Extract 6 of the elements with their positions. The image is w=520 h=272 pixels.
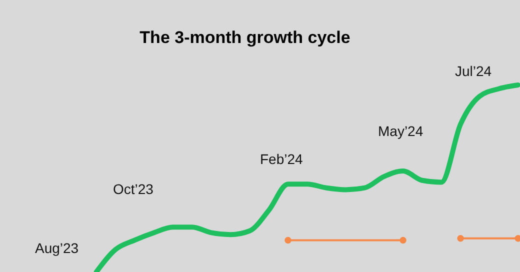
annotation: Oct’23 xyxy=(113,181,154,197)
annotation: Feb’24 xyxy=(260,151,303,167)
annotation: May’24 xyxy=(378,123,424,139)
chart-title: The 3-month growth cycle xyxy=(138,28,352,48)
text: Jul’24 xyxy=(455,63,492,79)
text: Aug’23 xyxy=(35,240,79,256)
